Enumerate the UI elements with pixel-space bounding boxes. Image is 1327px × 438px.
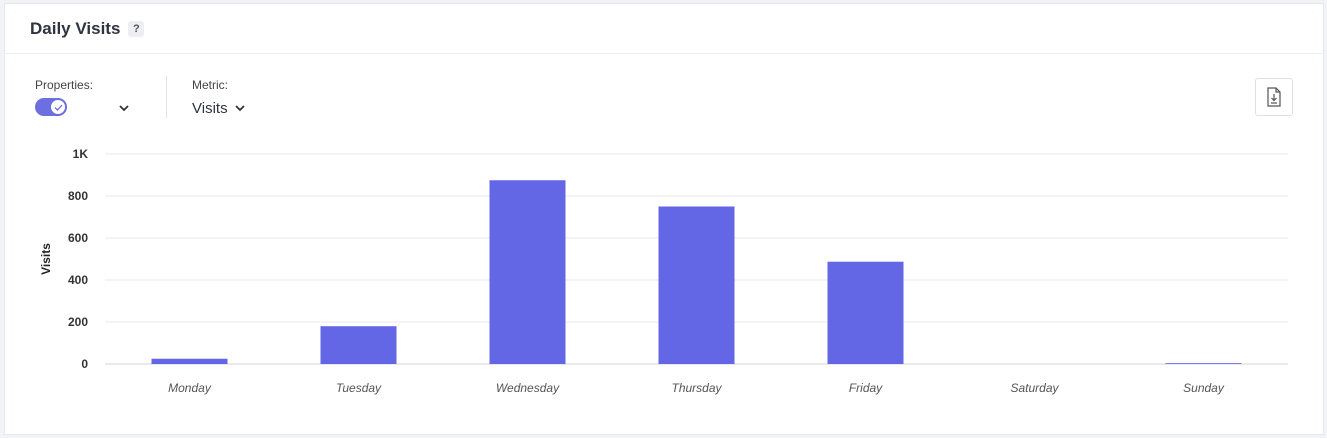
chart-controls: Properties: Metric: Visits bbox=[35, 76, 1293, 126]
download-button[interactable] bbox=[1255, 78, 1293, 116]
controls-divider bbox=[166, 76, 167, 118]
metric-label: Metric: bbox=[192, 78, 228, 92]
bar-chart: 0 200 400 600 800 1K Visits Monday Tuesday Wednes… bbox=[39, 147, 1288, 395]
y-tick-label: 800 bbox=[68, 189, 88, 203]
properties-control: Properties: bbox=[35, 76, 129, 116]
properties-toggle[interactable] bbox=[35, 98, 67, 116]
bar-monday bbox=[151, 358, 228, 364]
daily-visits-card: Daily Visits ? Properties: Metric: Visit… bbox=[4, 3, 1324, 435]
metric-value-text: Visits bbox=[192, 100, 228, 117]
bar-friday bbox=[827, 261, 904, 364]
x-tick-label: Monday bbox=[168, 381, 212, 395]
card-title: Daily Visits bbox=[30, 18, 121, 38]
bar-thursday bbox=[658, 206, 735, 364]
bar-wednesday bbox=[489, 180, 566, 364]
x-tick-label: Wednesday bbox=[496, 381, 560, 395]
card-header: Daily Visits ? bbox=[5, 4, 1323, 54]
x-tick-label: Friday bbox=[849, 381, 883, 395]
y-tick-label: 1K bbox=[73, 147, 89, 161]
x-tick-label: Sunday bbox=[1183, 381, 1225, 395]
chevron-down-icon bbox=[234, 105, 245, 112]
x-tick-label: Tuesday bbox=[336, 381, 382, 395]
y-tick-label: 400 bbox=[68, 273, 88, 287]
y-axis-title: Visits bbox=[39, 243, 53, 275]
metric-dropdown[interactable]: Visits bbox=[192, 100, 245, 117]
properties-label: Properties: bbox=[35, 78, 94, 92]
metric-control: Metric: Visits bbox=[192, 76, 245, 117]
chevron-down-icon[interactable] bbox=[119, 105, 129, 112]
bar-tuesday bbox=[320, 326, 397, 364]
y-tick-label: 200 bbox=[68, 315, 88, 329]
x-tick-label: Thursday bbox=[671, 381, 722, 395]
bar-sunday bbox=[1165, 363, 1242, 364]
y-tick-label: 0 bbox=[81, 357, 88, 371]
check-icon bbox=[54, 104, 63, 111]
x-tick-label: Saturday bbox=[1010, 381, 1059, 395]
question-icon[interactable]: ? bbox=[128, 20, 145, 37]
toggle-knob bbox=[50, 99, 66, 115]
download-file-icon bbox=[1267, 87, 1281, 107]
y-tick-label: 600 bbox=[68, 231, 88, 245]
